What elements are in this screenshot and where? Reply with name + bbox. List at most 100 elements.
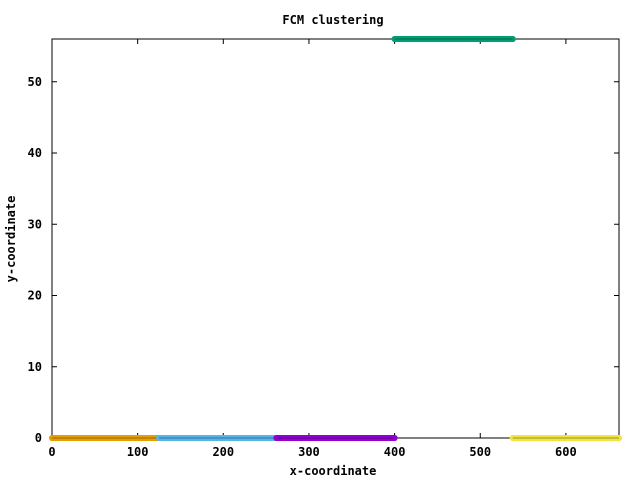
- y-tick-label: 40: [28, 146, 42, 160]
- series-1: [49, 435, 163, 441]
- data-point: [415, 36, 422, 42]
- data-point: [432, 36, 439, 42]
- data-point: [132, 435, 139, 441]
- data-point: [456, 36, 463, 42]
- data-point: [279, 435, 286, 441]
- data-point: [291, 435, 298, 441]
- data-point: [220, 435, 227, 441]
- data-point: [598, 435, 605, 441]
- data-point: [444, 36, 451, 42]
- data-point: [314, 435, 321, 441]
- data-point: [297, 435, 304, 441]
- data-point: [320, 435, 327, 441]
- data-point: [202, 435, 209, 441]
- data-point: [397, 36, 404, 42]
- data-point: [238, 435, 245, 441]
- data-point: [468, 36, 475, 42]
- data-point: [610, 435, 617, 441]
- data-point: [114, 435, 121, 441]
- y-axis-label: y-coordinate: [4, 196, 18, 283]
- data-point: [486, 36, 493, 42]
- data-point: [150, 435, 157, 441]
- y-tick-label: 30: [28, 217, 42, 231]
- data-point: [438, 36, 445, 42]
- data-point: [261, 435, 268, 441]
- data-point: [185, 435, 192, 441]
- series-3: [273, 435, 398, 441]
- data-point: [616, 435, 622, 441]
- data-point: [214, 435, 221, 441]
- data-point: [509, 36, 516, 42]
- data-point: [545, 435, 552, 441]
- data-point: [338, 435, 345, 441]
- data-point: [521, 435, 528, 441]
- data-point: [191, 435, 198, 441]
- data-point: [54, 435, 61, 441]
- data-point: [391, 435, 398, 441]
- data-point: [156, 435, 163, 441]
- data-point: [102, 435, 109, 441]
- data-point: [161, 435, 168, 441]
- data-point: [308, 435, 315, 441]
- y-tick-label: 50: [28, 75, 42, 89]
- data-point: [480, 36, 487, 42]
- data-point: [580, 435, 587, 441]
- y-tick-label: 0: [35, 431, 42, 445]
- data-point: [49, 435, 55, 441]
- data-point: [474, 36, 481, 42]
- data-point: [249, 435, 256, 441]
- data-point: [367, 435, 374, 441]
- data-point: [604, 435, 611, 441]
- series-marks: [49, 36, 622, 441]
- data-point: [126, 435, 133, 441]
- y-tick-label: 10: [28, 360, 42, 374]
- data-point: [427, 36, 434, 42]
- x-tick-label: 500: [469, 445, 491, 459]
- data-point: [267, 435, 274, 441]
- data-point: [332, 435, 339, 441]
- data-point: [362, 435, 369, 441]
- x-tick-label: 600: [555, 445, 577, 459]
- data-point: [556, 435, 563, 441]
- x-tick-label: 100: [127, 445, 149, 459]
- data-point: [539, 435, 546, 441]
- data-point: [232, 435, 239, 441]
- x-axis-label: x-coordinate: [290, 464, 377, 478]
- data-point: [385, 435, 392, 441]
- data-point: [273, 435, 280, 441]
- chart-title: FCM clustering: [282, 13, 383, 27]
- series-2: [156, 435, 280, 441]
- data-point: [208, 435, 215, 441]
- data-point: [568, 435, 575, 441]
- data-point: [586, 435, 593, 441]
- data-point: [96, 435, 103, 441]
- data-point: [350, 435, 357, 441]
- data-point: [344, 435, 351, 441]
- data-point: [120, 435, 127, 441]
- x-tick-label: 0: [48, 445, 55, 459]
- axes: 0 100 200 300 400 500 600 0 10 20 30 40 50: [28, 39, 619, 459]
- data-point: [503, 36, 510, 42]
- data-point: [173, 435, 180, 441]
- data-point: [562, 435, 569, 441]
- data-point: [509, 435, 516, 441]
- data-point: [356, 435, 363, 441]
- x-tick-label: 300: [298, 445, 320, 459]
- series-4: [391, 36, 516, 42]
- y-tick-label: 20: [28, 289, 42, 303]
- data-point: [138, 435, 145, 441]
- data-point: [515, 435, 522, 441]
- data-point: [533, 435, 540, 441]
- data-point: [421, 36, 428, 42]
- data-point: [167, 435, 174, 441]
- data-point: [574, 435, 581, 441]
- data-point: [255, 435, 262, 441]
- data-point: [90, 435, 97, 441]
- data-point: [244, 435, 251, 441]
- data-point: [84, 435, 91, 441]
- x-tick-label: 400: [384, 445, 406, 459]
- data-point: [492, 36, 499, 42]
- data-point: [226, 435, 233, 441]
- data-point: [403, 36, 410, 42]
